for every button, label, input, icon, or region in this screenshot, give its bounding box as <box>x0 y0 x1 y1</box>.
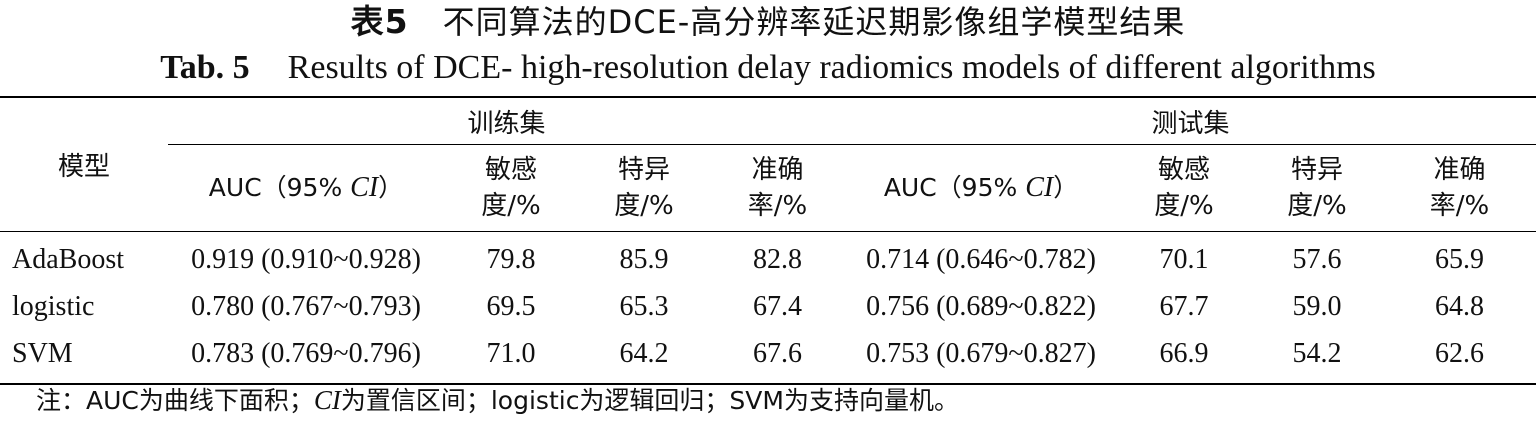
train-sensitivity-cell: 71.0 <box>444 330 578 385</box>
table-title-chinese-text: 不同算法的DCE-高分辨率延迟期影像组学模型结果 <box>442 3 1186 41</box>
table-row: logistic 0.780 (0.767~0.793) 69.5 65.3 6… <box>0 283 1536 330</box>
auc-header-suffix: ） <box>378 173 404 202</box>
sensitivity-header-line2: 度/% <box>1154 191 1214 221</box>
test-accuracy-cell: 64.8 <box>1435 290 1485 322</box>
train-specificity-cell: 65.3 <box>619 290 669 322</box>
footnote-ci: CI <box>313 385 341 415</box>
test-accuracy-header: 准确 率/% <box>1383 145 1536 232</box>
test-auc-header: AUC（95% CI） <box>845 145 1117 232</box>
sensitivity-header-line2: 度/% <box>481 191 541 221</box>
auc-header-suffix: ） <box>1053 173 1079 202</box>
test-specificity-cell: 54.2 <box>1251 330 1384 385</box>
auc-header-prefix: AUC（95% <box>208 173 351 202</box>
auc-header-ci: CI <box>350 172 379 203</box>
test-accuracy-cell: 62.6 <box>1383 330 1536 385</box>
test-specificity-cell: 59.0 <box>1292 290 1342 322</box>
test-auc-cell: 0.714 (0.646~0.782) <box>866 243 1096 275</box>
auc-header-prefix: AUC（95% <box>883 173 1026 202</box>
model-header: 模型 <box>0 96 168 232</box>
test-group-header: 测试集 <box>845 96 1536 145</box>
specificity-header-line2: 度/% <box>1287 191 1347 221</box>
train-auc-cell: 0.919 (0.910~0.928) <box>191 243 421 275</box>
train-auc-cell: 0.783 (0.769~0.796) <box>168 330 444 385</box>
train-specificity-header: 特异 度/% <box>578 145 710 232</box>
test-auc-cell: 0.753 (0.679~0.827) <box>845 330 1118 385</box>
table-label-chinese: 表5 <box>350 2 409 41</box>
specificity-header-line1: 特异 <box>617 155 670 185</box>
train-auc-cell: 0.780 (0.767~0.793) <box>191 290 421 322</box>
test-sensitivity-cell: 67.7 <box>1159 290 1209 322</box>
test-specificity-cell: 57.6 <box>1292 243 1342 275</box>
model-name-cell: SVM <box>0 330 168 385</box>
table-row: SVM 0.783 (0.769~0.796) 71.0 64.2 67.6 0… <box>0 330 1536 385</box>
test-specificity-header: 特异 度/% <box>1251 145 1383 232</box>
train-specificity-cell: 85.9 <box>619 243 669 275</box>
model-name-cell: logistic <box>12 290 95 322</box>
footnote-part1: 注：AUC为曲线下面积； <box>36 386 314 415</box>
train-accuracy-cell: 82.8 <box>753 243 802 275</box>
sensitivity-header-line1: 敏感 <box>1158 155 1211 185</box>
accuracy-header-line1: 准确 <box>1433 155 1486 185</box>
train-sensitivity-header: 敏感 度/% <box>444 145 578 232</box>
train-accuracy-cell: 67.4 <box>753 290 802 322</box>
specificity-header-line2: 度/% <box>614 191 674 221</box>
model-name-cell: AdaBoost <box>12 243 124 275</box>
train-auc-header: AUC（95% CI） <box>168 145 444 232</box>
accuracy-header-line2: 率/% <box>1429 191 1490 221</box>
test-sensitivity-header: 敏感 度/% <box>1117 145 1251 232</box>
specificity-header-line1: 特异 <box>1291 155 1344 185</box>
sensitivity-header-line1: 敏感 <box>484 155 537 185</box>
train-specificity-cell: 64.2 <box>578 330 710 385</box>
train-sensitivity-cell: 79.8 <box>486 243 536 275</box>
test-sensitivity-cell: 66.9 <box>1117 330 1252 385</box>
accuracy-header-line1: 准确 <box>751 155 804 185</box>
train-accuracy-header: 准确 率/% <box>710 145 845 232</box>
table-row: AdaBoost 0.919 (0.910~0.928) 79.8 85.9 8… <box>0 232 1536 284</box>
train-group-header: 训练集 <box>168 96 846 145</box>
table-title-chinese: 表5 不同算法的DCE-高分辨率延迟期影像组学模型结果 <box>0 2 1536 42</box>
auc-header-ci: CI <box>1025 172 1054 203</box>
table-title-english: Tab. 5 Results of DCE- high-resolution de… <box>0 48 1536 88</box>
accuracy-header-line2: 率/% <box>747 191 808 221</box>
results-table: 模型 训练集 测试集 AUC（95% CI） 敏感 度/% 特异 度/% 准确 <box>0 96 1536 385</box>
train-accuracy-cell: 67.6 <box>710 330 846 385</box>
test-accuracy-cell: 65.9 <box>1435 243 1485 275</box>
table-title-english-text: Results of DCE- high-resolution delay ra… <box>287 49 1376 86</box>
train-sensitivity-cell: 69.5 <box>486 290 536 322</box>
test-sensitivity-cell: 70.1 <box>1159 243 1209 275</box>
table-label-english: Tab. 5 <box>160 49 250 86</box>
footnote-part2: 为置信区间；logistic为逻辑回归；SVM为支持向量机。 <box>340 386 959 415</box>
table-footnote: 注：AUC为曲线下面积；CI为置信区间；logistic为逻辑回归；SVM为支持… <box>36 383 959 418</box>
test-auc-cell: 0.756 (0.689~0.822) <box>866 290 1096 322</box>
